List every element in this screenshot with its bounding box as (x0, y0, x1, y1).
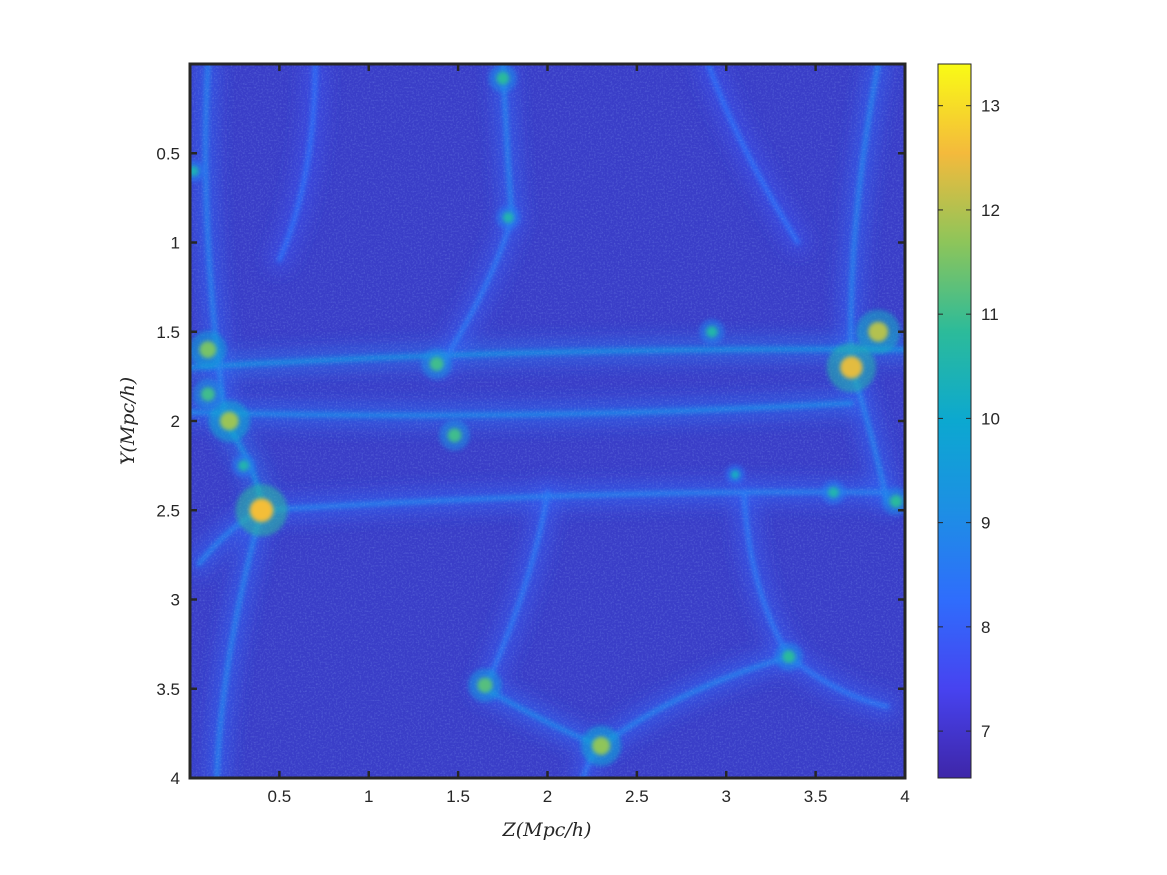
halo (889, 494, 903, 508)
colorbar-tick-label: 13 (981, 97, 1000, 116)
x-tick-label: 1 (364, 787, 373, 806)
colorbar-tick-label: 7 (981, 722, 990, 741)
halo (190, 165, 199, 177)
colorbar-ticks: 7 8 9 10 11 12 13 (938, 97, 1000, 741)
colorbar-tick-label: 10 (981, 409, 1000, 428)
x-axis-ticks: 0.5 1 1.5 2 2.5 3 3.5 4 (268, 64, 910, 806)
halo (238, 460, 250, 472)
halo (840, 356, 863, 379)
halo (429, 356, 444, 371)
colorbar: 7 8 9 10 11 12 13 (937, 63, 1000, 779)
y-tick-label: 1 (171, 234, 180, 253)
y-tick-label: 2 (171, 412, 180, 431)
halo (502, 212, 514, 224)
halo (592, 736, 611, 755)
x-tick-label: 4 (900, 787, 909, 806)
heatmap-field (190, 64, 905, 778)
colorbar-frame (937, 63, 972, 779)
y-tick-label: 3.5 (156, 680, 180, 699)
colorbar-tick-label: 11 (981, 305, 999, 324)
halo (782, 650, 796, 664)
halo (249, 498, 274, 523)
y-tick-label: 1.5 (156, 323, 180, 342)
halo (496, 71, 510, 85)
y-tick-label: 4 (171, 769, 180, 788)
y-tick-label: 3 (171, 591, 180, 610)
halo (828, 486, 839, 498)
colorbar-tick-label: 8 (981, 618, 990, 637)
y-tick-label: 0.5 (156, 144, 180, 163)
halo (706, 325, 718, 338)
halo (868, 321, 889, 342)
colorbar-tick-label: 12 (981, 201, 1000, 220)
heatmap-grain (190, 64, 905, 778)
x-tick-label: 0.5 (268, 787, 292, 806)
heatmap-halo-layer (190, 64, 905, 766)
x-tick-label: 3 (722, 787, 731, 806)
x-tick-label: 2.5 (625, 787, 649, 806)
colorbar-gradient (938, 64, 971, 778)
halo (199, 341, 217, 359)
x-axis-label: Z(Mpc/h) (502, 819, 592, 841)
y-tick-label: 2.5 (156, 501, 180, 520)
x-tick-label: 2 (543, 787, 552, 806)
halo (477, 677, 493, 693)
halo (200, 387, 215, 402)
colorbar-tick-label: 9 (981, 514, 990, 533)
y-axis-label: Y(Mpc/h) (117, 377, 139, 465)
halo (730, 469, 740, 480)
x-tick-label: 1.5 (446, 787, 470, 806)
halo (447, 428, 462, 443)
halo (219, 411, 239, 431)
y-axis-ticks: 0.5 1 1.5 2 2.5 3 3.5 4 (156, 144, 905, 788)
x-tick-label: 3.5 (804, 787, 828, 806)
